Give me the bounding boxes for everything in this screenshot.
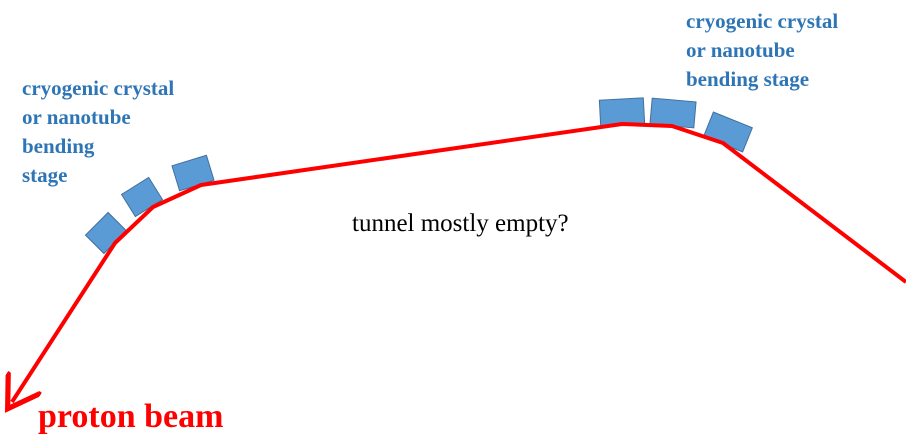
left-stage-label-line: bending bbox=[22, 134, 95, 158]
tunnel-note: tunnel mostly empty? bbox=[352, 210, 569, 237]
left-crystal-stage bbox=[84, 154, 215, 255]
right-stage-label-line: or nanotube bbox=[686, 38, 795, 62]
right-stage-label: cryogenic crystal or nanotube bending st… bbox=[686, 7, 838, 94]
proton-beam-path bbox=[12, 122, 906, 402]
left-stage-label-line: stage bbox=[22, 163, 68, 187]
right-stage-label-line: bending stage bbox=[686, 67, 810, 91]
proton-beam-label: proton beam bbox=[38, 398, 224, 435]
right-stage-label-line: cryogenic crystal bbox=[686, 9, 839, 33]
crystal-block bbox=[120, 176, 164, 218]
crystal-block bbox=[84, 211, 128, 255]
left-stage-label: cryogenic crystal or nanotube bending st… bbox=[22, 74, 174, 190]
left-stage-label-line: or nanotube bbox=[22, 105, 131, 129]
left-stage-label-line: cryogenic crystal bbox=[22, 76, 175, 100]
crystal-block bbox=[598, 97, 646, 127]
